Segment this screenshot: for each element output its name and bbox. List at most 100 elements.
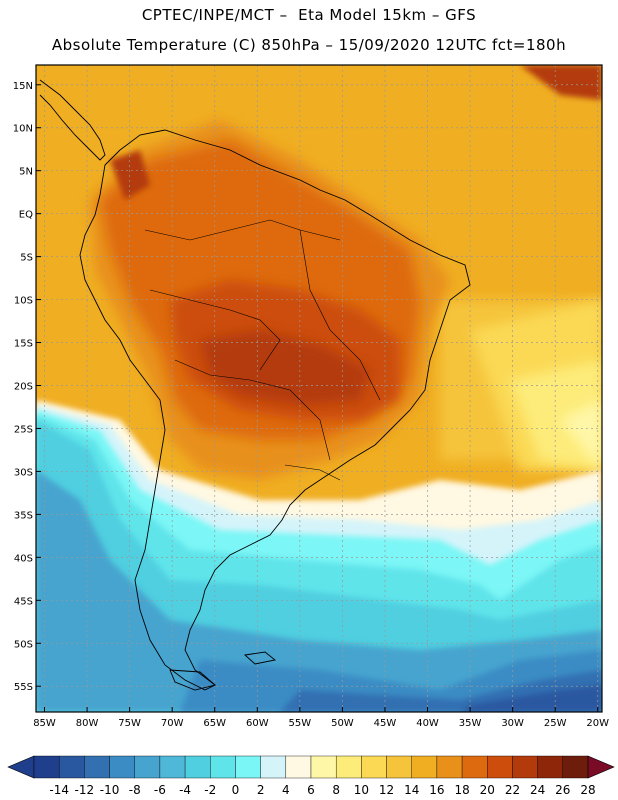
border-uruguay (284, 464, 341, 481)
colorbar-label: 8 (332, 783, 340, 797)
colorbar-label: 14 (404, 783, 419, 797)
coastlines (39, 79, 471, 691)
colorbar-box (537, 755, 564, 779)
colorbar-label: 10 (354, 783, 369, 797)
colorbar-box (33, 755, 60, 779)
colorbar-box (84, 755, 110, 779)
lon-label: 80W (76, 718, 99, 729)
country-borders (144, 219, 381, 481)
colorbar-label: 22 (505, 783, 520, 797)
colorbar-box (260, 755, 287, 779)
lon-label: 30W (501, 718, 524, 729)
colorbar-arrow-left (7, 755, 35, 779)
colorbar-box (411, 755, 438, 779)
colorbar-box (109, 755, 135, 779)
colorbar-box (361, 755, 387, 779)
lat-label: 5N (19, 167, 33, 178)
field-south-blue (36, 470, 602, 712)
lat-label: 45S (14, 596, 33, 607)
colorbar-box (58, 755, 85, 779)
colorbar-label: -14 (49, 783, 69, 797)
colorbar-label: 4 (282, 783, 290, 797)
field-south-navy (460, 685, 602, 712)
colorbar-box (235, 755, 261, 779)
chart-subtitle: Absolute Temperature (C) 850hPa – 15/09/… (51, 36, 567, 54)
colorbar-label: -2 (204, 783, 216, 797)
lat-label: 15S (14, 339, 33, 350)
colorbar-label: 6 (307, 783, 315, 797)
colorbar-label: -6 (154, 783, 166, 797)
lat-label: 50S (14, 639, 33, 650)
border-north (144, 219, 341, 241)
longitude-labels: 85W 80W 75W 70W 65W 60W 55W 50W 45W 40W 35W 30W 25W 2… (33, 707, 609, 729)
lon-label: 35W (459, 718, 482, 729)
field-andes-north-hot (110, 150, 150, 200)
colorbar-box (335, 755, 362, 779)
colorbar-box (159, 755, 186, 779)
central-america-coast (39, 79, 106, 161)
lat-label: 15N (13, 81, 33, 92)
colorbar-label: -10 (100, 783, 120, 797)
colorbar-box (512, 755, 538, 779)
lon-label: 40W (416, 718, 439, 729)
colorbar-label: 24 (530, 783, 545, 797)
colorbar-box (184, 755, 211, 779)
border-east (299, 229, 381, 401)
field-corner-hot (520, 65, 602, 100)
map-frame (35, 64, 603, 713)
colorbar-label: 16 (429, 783, 444, 797)
colorbar-box (487, 755, 513, 779)
lat-label: 25S (14, 424, 33, 435)
tierra-del-fuego (169, 669, 216, 691)
colorbar-label: 26 (555, 783, 570, 797)
lon-label: 60W (246, 718, 269, 729)
colorbar-label: -4 (179, 783, 191, 797)
chart-title: CPTEC/INPE/MCT – Eta Model 15km – GFS (141, 6, 477, 24)
graticule (36, 65, 602, 712)
colorbar-box (285, 755, 312, 779)
falklands (243, 651, 277, 665)
lat-label: 40S (14, 553, 33, 564)
lat-label: EQ (19, 210, 33, 221)
colorbar-box (436, 755, 463, 779)
field-land-core (200, 330, 370, 405)
lon-label: 70W (161, 718, 184, 729)
colorbar-box (461, 755, 488, 779)
lon-label: 45W (374, 718, 397, 729)
lat-label: 35S (14, 510, 33, 521)
colorbar-box (562, 755, 589, 779)
border-south (174, 359, 331, 461)
lon-label: 20W (586, 718, 609, 729)
latitude-labels: 15N 10N 5N EQ 5S 10S 15S 20S 25S 30S 35S 40S 45S 50S 5… (13, 81, 41, 693)
lat-label: 20S (14, 381, 33, 392)
lon-label: 25W (544, 718, 567, 729)
lat-label: 55S (14, 682, 33, 693)
lon-label: 50W (331, 718, 354, 729)
colorbar-label: -8 (129, 783, 141, 797)
south-america-coast (79, 129, 471, 691)
temperature-field (36, 65, 602, 712)
colorbar-box (310, 755, 337, 779)
lon-label: 55W (289, 718, 312, 729)
lat-label: 5S (20, 253, 33, 264)
colorbar-label: 12 (379, 783, 394, 797)
colorbar-label: 2 (257, 783, 265, 797)
colorbar-label: 18 (454, 783, 469, 797)
lon-label: 75W (118, 718, 141, 729)
lon-label: 85W (33, 718, 56, 729)
border-west (149, 289, 281, 371)
lat-label: 10N (13, 124, 33, 135)
colorbar-label: 20 (480, 783, 495, 797)
colorbar-box (134, 755, 161, 779)
field-east-pale (560, 400, 602, 470)
colorbar: -14 -12 -10 -8 -6 -4 -2 0 2 4 6 8 10 12 14 16 18 20 22 24 26… (7, 755, 615, 797)
colorbar-label: 0 (232, 783, 240, 797)
lat-label: 30S (14, 467, 33, 478)
lat-label: 10S (14, 296, 33, 307)
colorbar-arrow-right (587, 755, 615, 779)
colorbar-box (386, 755, 412, 779)
colorbar-label: 28 (580, 783, 595, 797)
colorbar-label: -12 (75, 783, 95, 797)
colorbar-box (210, 755, 236, 779)
